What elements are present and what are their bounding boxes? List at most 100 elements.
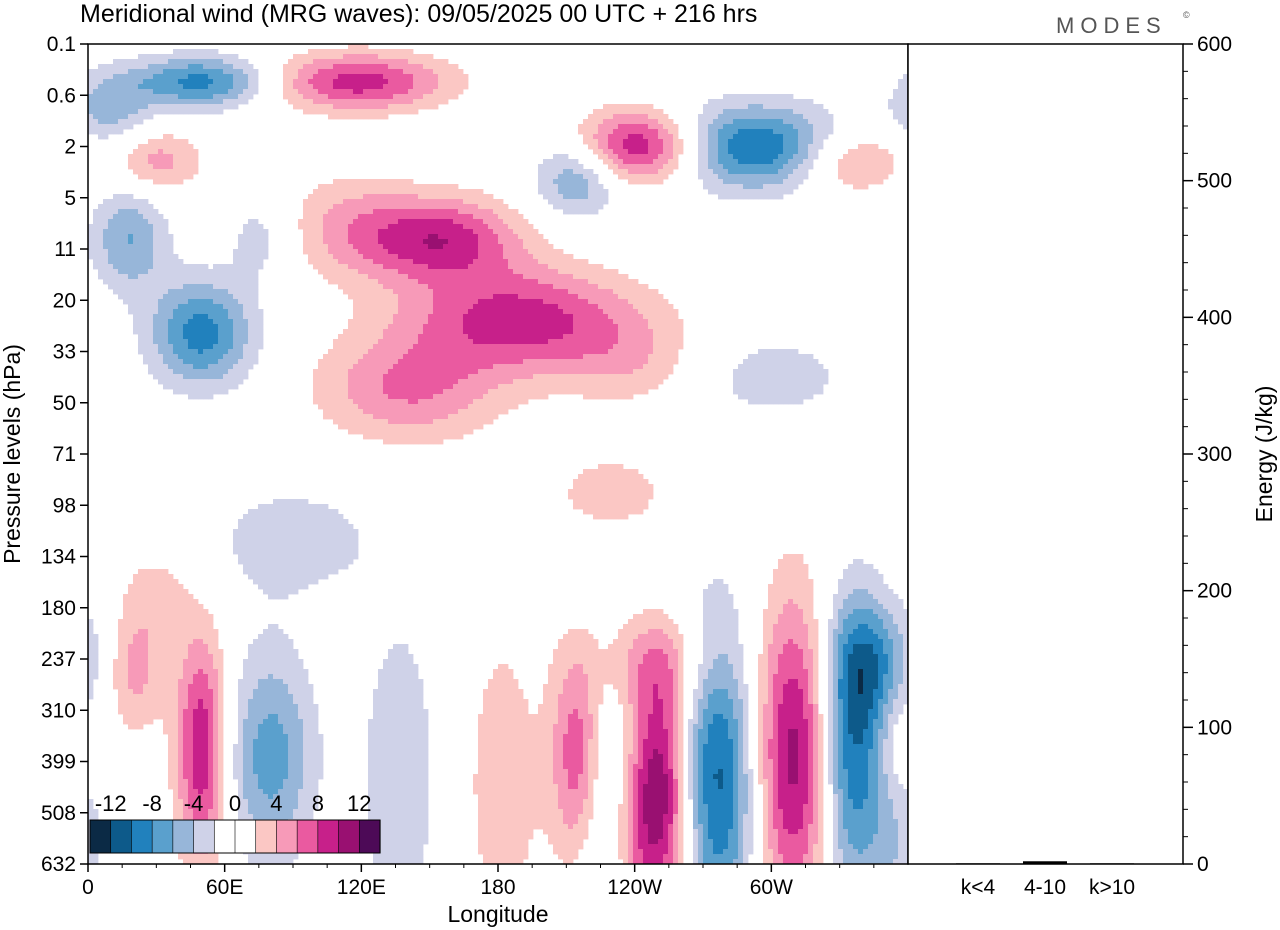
heatmap-cell — [398, 199, 404, 205]
heatmap-cell — [523, 284, 529, 290]
heatmap-cell — [243, 254, 249, 260]
heatmap-cell — [733, 194, 739, 200]
heatmap-cell — [198, 339, 204, 345]
heatmap-cell — [238, 59, 244, 65]
heatmap-cell — [383, 224, 389, 230]
heatmap-cell — [373, 359, 379, 365]
heatmap-cell — [248, 354, 254, 360]
heatmap-cell — [173, 264, 179, 270]
heatmap-cell — [368, 369, 374, 375]
heatmap-cell — [568, 179, 574, 185]
heatmap-cell — [658, 169, 664, 175]
heatmap-cell — [793, 144, 799, 150]
heatmap-cell — [148, 209, 154, 215]
heatmap-cell — [628, 364, 634, 370]
heatmap-cell — [153, 94, 159, 100]
heatmap-cell — [183, 319, 189, 325]
heatmap-cell — [298, 59, 304, 65]
heatmap-cell — [498, 219, 504, 225]
heatmap-cell — [433, 234, 439, 240]
heatmap-cell — [193, 369, 199, 375]
heatmap-cell — [393, 179, 399, 185]
heatmap-cell — [658, 159, 664, 165]
heatmap-cell — [543, 314, 549, 320]
heatmap-cell — [748, 154, 754, 160]
heatmap-cell — [393, 334, 399, 340]
heatmap-cell — [753, 124, 759, 130]
heatmap-cell — [238, 74, 244, 80]
heatmap-cell — [303, 74, 309, 80]
heatmap-cell — [128, 69, 134, 75]
heatmap-cell — [563, 179, 569, 185]
heatmap-cell — [553, 364, 559, 370]
heatmap-cell — [358, 64, 364, 70]
heatmap-cell — [163, 319, 169, 325]
heatmap-cell — [578, 169, 584, 175]
heatmap-cell — [733, 114, 739, 120]
heatmap-cell — [478, 344, 484, 350]
heatmap-cell — [748, 184, 754, 190]
heatmap-cell — [628, 289, 634, 295]
heatmap-cell — [258, 314, 264, 320]
heatmap-cell — [503, 269, 509, 275]
heatmap-cell — [353, 89, 359, 95]
heatmap-cell — [348, 179, 354, 185]
heatmap-cell — [463, 304, 469, 310]
heatmap-cell — [738, 134, 744, 140]
heatmap-cell — [548, 304, 554, 310]
heatmap-cell — [163, 179, 169, 185]
heatmap-cell — [393, 94, 399, 100]
heatmap-cell — [613, 364, 619, 370]
heatmap-cell — [98, 129, 104, 135]
heatmap-cell — [253, 259, 259, 265]
heatmap-cell — [858, 144, 864, 150]
heatmap-cell — [158, 94, 164, 100]
heatmap-cell — [118, 89, 124, 95]
heatmap-cell — [333, 189, 339, 195]
heatmap-cell — [463, 224, 469, 230]
heatmap-cell — [163, 284, 169, 290]
heatmap-cell — [168, 299, 174, 305]
heatmap-cell — [388, 104, 394, 110]
heatmap-cell — [448, 254, 454, 260]
heatmap-cell — [478, 259, 484, 265]
heatmap-cell — [148, 154, 154, 160]
heatmap-cell — [398, 244, 404, 250]
heatmap-cell — [398, 219, 404, 225]
heatmap-cell — [813, 124, 819, 130]
heatmap-cell — [213, 274, 219, 280]
heatmap-cell — [188, 54, 194, 60]
heatmap-cell — [533, 314, 539, 320]
heatmap-cell — [373, 199, 379, 205]
heatmap-cell — [358, 349, 364, 355]
heatmap-cell — [188, 99, 194, 105]
heatmap-cell — [323, 59, 329, 65]
heatmap-cell — [608, 274, 614, 280]
heatmap-cell — [728, 119, 734, 125]
heatmap-cell — [193, 159, 199, 165]
heatmap-cell — [298, 79, 304, 85]
heatmap-cell — [493, 349, 499, 355]
heatmap-cell — [783, 354, 789, 360]
heatmap-cell — [188, 64, 194, 70]
heatmap-cell — [208, 329, 214, 335]
heatmap-cell — [778, 134, 784, 140]
heatmap-cell — [718, 114, 724, 120]
heatmap-cell — [413, 354, 419, 360]
heatmap-cell — [808, 139, 814, 145]
heatmap-cell — [763, 349, 769, 355]
heatmap-cell — [543, 179, 549, 185]
heatmap-cell — [173, 354, 179, 360]
heatmap-cell — [208, 54, 214, 60]
heatmap-cell — [138, 304, 144, 310]
heatmap-cell — [213, 279, 219, 285]
heatmap-cell — [738, 184, 744, 190]
heatmap-cell — [863, 169, 869, 175]
heatmap-cell — [798, 134, 804, 140]
heatmap-cell — [423, 264, 429, 270]
heatmap-cell — [178, 274, 184, 280]
heatmap-cell — [668, 164, 674, 170]
heatmap-cell — [783, 104, 789, 110]
heatmap-cell — [868, 144, 874, 150]
heatmap-cell — [308, 249, 314, 255]
